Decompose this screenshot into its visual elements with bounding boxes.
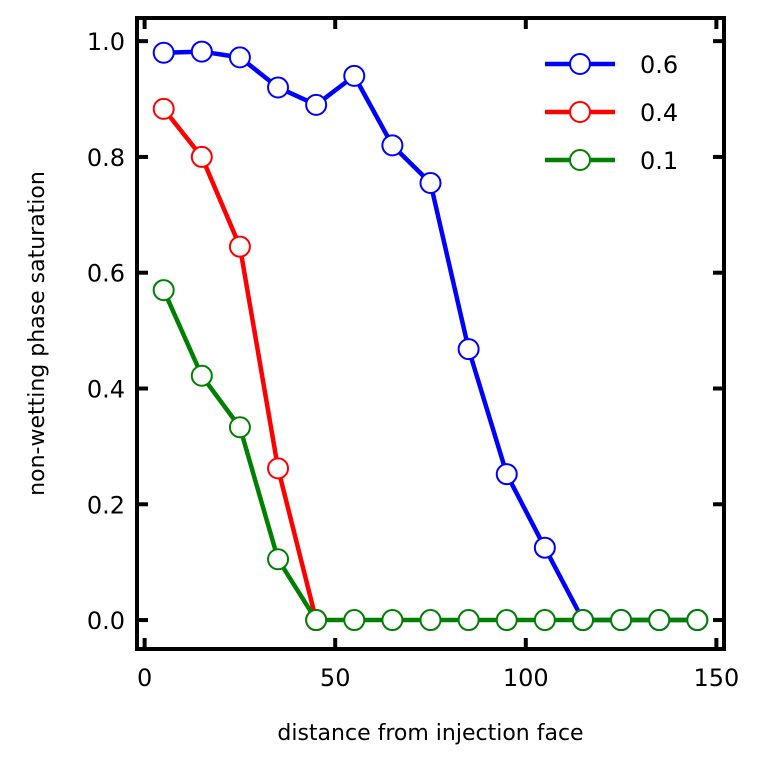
data-point-0.1 [419,609,442,632]
data-point-0.4 [267,457,290,480]
legend: 0.6 0.4 0.1 [545,51,678,175]
plot-frame [135,16,726,651]
series-0.4 [152,97,328,632]
data-point-0.6 [419,171,442,194]
data-point-0.6 [152,41,175,64]
legend-item-0.4: 0.4 [545,99,678,127]
x-tick-label: 150 [693,664,739,692]
data-point-0.1 [228,416,251,439]
data-point-0.6 [228,46,251,69]
x-tick-label: 100 [503,664,549,692]
data-point-0.6 [381,134,404,157]
data-point-0.4 [228,235,251,258]
data-point-0.1 [457,609,480,632]
series-0.6 [152,40,709,632]
data-point-0.6 [457,338,480,361]
y-tick-label: 1.0 [87,28,125,56]
y-tick-label: 0.0 [87,607,125,635]
legend-label: 0.1 [640,147,678,175]
series-group [152,40,709,632]
y-axis-label: non-wetting phase saturation [25,171,50,496]
legend-item-0.1: 0.1 [545,147,678,175]
data-point-0.1 [610,609,633,632]
data-point-0.4 [152,97,175,120]
data-point-0.1 [648,609,671,632]
data-point-0.6 [305,93,328,116]
data-point-0.1 [495,609,518,632]
data-point-0.6 [267,76,290,99]
series-line-0.6 [163,49,698,623]
data-point-0.1 [571,609,594,632]
x-tick-label: 0 [137,664,152,692]
y-tick-label: 0.2 [87,491,125,519]
data-point-0.1 [152,279,175,302]
data-point-0.6 [343,64,366,87]
series-line-0.1 [161,289,698,623]
data-point-0.1 [190,364,213,387]
axis-ticks: 0 50 100 150 0.0 0.2 0.4 0.6 0.8 1.0 [87,18,739,692]
legend-label: 0.6 [640,51,678,79]
legend-label: 0.4 [640,99,678,127]
y-tick-label: 0.6 [87,260,125,288]
data-point-0.6 [190,40,213,63]
legend-item-0.6: 0.6 [545,51,678,79]
data-point-0.4 [190,145,213,168]
legend-marker [569,149,591,171]
data-point-0.1 [533,609,556,632]
data-point-0.6 [533,536,556,559]
y-tick-label: 0.4 [87,375,125,403]
data-point-0.1 [686,609,709,632]
y-tick-label: 0.8 [87,144,125,172]
data-point-0.1 [343,609,366,632]
data-point-0.1 [381,609,404,632]
data-point-0.6 [495,463,518,486]
series-line-0.4 [161,107,319,621]
legend-marker [569,53,591,75]
series-0.1 [152,279,709,632]
data-point-0.1 [305,609,328,632]
x-axis-label: distance from injection face [277,721,583,746]
x-tick-label: 50 [320,664,351,692]
data-point-0.1 [267,548,290,571]
legend-marker [569,101,591,123]
